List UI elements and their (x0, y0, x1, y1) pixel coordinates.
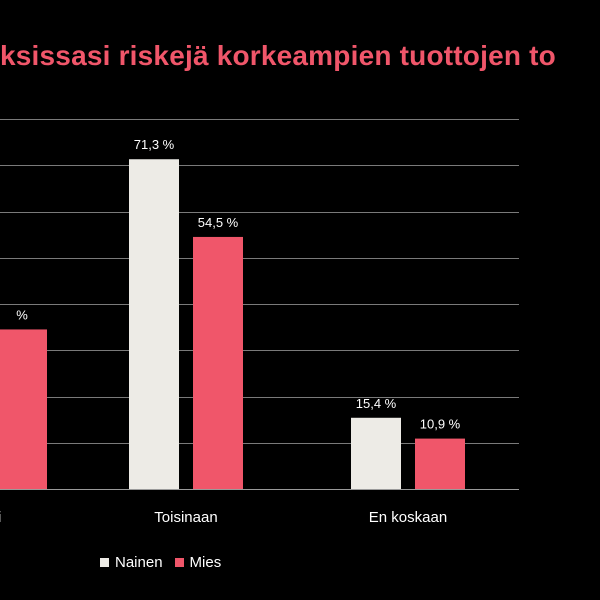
legend-swatch-mies (174, 558, 184, 567)
chart-title: ksissasi riskejä korkeampien tuottojen t… (0, 40, 556, 71)
data-labels: % 71,3 % 54,5 % 15,4 % 10,9 % (16, 137, 460, 431)
bar-nainen-2 (351, 417, 401, 489)
category-label: Toisinaan (154, 509, 217, 526)
category-label: i (0, 509, 1, 526)
bars (0, 159, 465, 490)
bar-mies-2 (415, 438, 465, 489)
legend-swatch-nainen (100, 558, 109, 567)
bar-mies-1 (193, 236, 243, 489)
legend: Nainen Mies (100, 554, 233, 571)
legend-item-nainen: Nainen (100, 554, 163, 571)
data-label: 54,5 % (198, 215, 239, 230)
data-label: 71,3 % (134, 137, 175, 152)
legend-label-nainen: Nainen (115, 554, 163, 571)
category-label: En koskaan (369, 509, 447, 526)
data-label: 15,4 % (356, 396, 397, 411)
data-label: % (16, 307, 28, 322)
gridlines (0, 119, 519, 490)
data-label: 10,9 % (420, 417, 461, 432)
bar-nainen-1 (129, 159, 179, 490)
bar-mies-0 (0, 329, 47, 489)
legend-item-mies: Mies (174, 554, 222, 571)
legend-label-mies: Mies (189, 554, 222, 571)
category-labels: i Toisinaan En koskaan (0, 509, 447, 526)
